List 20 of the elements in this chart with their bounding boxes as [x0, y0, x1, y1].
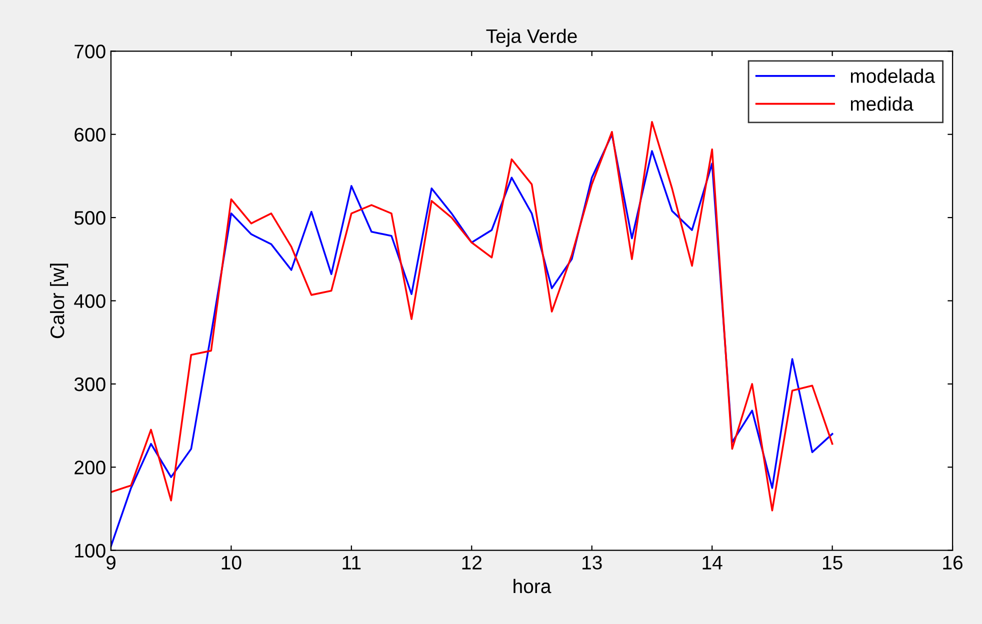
- y-tick-label: 300: [74, 377, 106, 392]
- y-tick-label: 600: [74, 128, 106, 142]
- y-tick-label: 700: [74, 44, 106, 58]
- x-tick-label: 15: [822, 556, 842, 570]
- legend-label: medida: [850, 96, 914, 111]
- legend-label: modelada: [850, 68, 936, 83]
- y-tick-label: 100: [75, 544, 106, 558]
- x-axis-title: hora: [514, 578, 552, 594]
- x-tick-label: 11: [342, 556, 361, 570]
- y-axis-title: Calor [w]: [50, 264, 68, 338]
- y-tick-label: 500: [74, 211, 106, 225]
- x-tick-label: 10: [222, 556, 242, 570]
- chart-title: Teja Verde: [486, 28, 577, 47]
- y-tick-label: 400: [74, 294, 106, 308]
- x-tick-label: 13: [582, 556, 602, 570]
- x-tick-label: 9: [106, 556, 116, 570]
- y-tick-label: 200: [74, 460, 106, 474]
- x-tick-label: 14: [702, 556, 722, 570]
- x-tick-label: 12: [462, 556, 482, 570]
- x-tick-label: 16: [943, 556, 962, 570]
